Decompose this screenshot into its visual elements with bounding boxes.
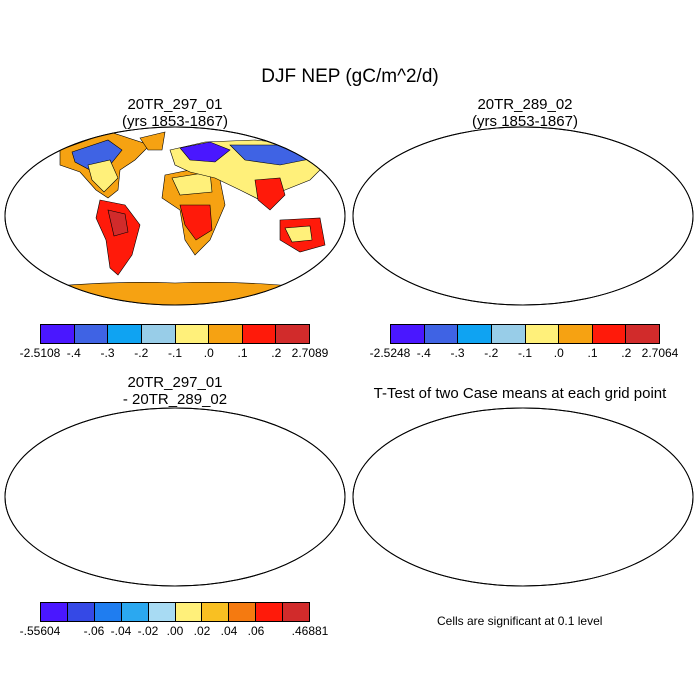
colorbar-3-tick-label: -.02 <box>137 624 159 638</box>
panel1-title-line1: 20TR_297_01 <box>127 96 223 113</box>
panel1-title: 20TR_297_01 (yrs 1853-1867) <box>60 96 290 130</box>
colorbar-3-swatch <box>175 603 203 621</box>
colorbar-2-swatch <box>559 325 593 343</box>
colorbar-3-tick-label: .06 <box>247 624 265 638</box>
colorbar-1-tick-label: -2.5108 <box>19 346 61 360</box>
colorbar-2-swatch <box>626 325 659 343</box>
colorbar-2-tick-label: .2 <box>621 346 632 360</box>
colorbar-1-swatch <box>141 325 176 343</box>
colorbar-3-tick-label: -.06 <box>83 624 105 638</box>
colorbar-3-swatch <box>148 603 176 621</box>
colorbar-2-swatch <box>592 325 627 343</box>
colorbar-2-tick-label: -.1 <box>517 346 533 360</box>
figure-title: DJF NEP (gC/m^2/d) <box>261 66 439 87</box>
colorbar-1-swatch <box>276 325 309 343</box>
colorbar-3 <box>40 602 310 622</box>
panel3-title-line2: - 20TR_289_02 <box>122 391 228 408</box>
colorbar-1-tick-label: .1 <box>237 346 248 360</box>
colorbar-2-swatch <box>391 325 425 343</box>
colorbar-2-tick-label: -.2 <box>484 346 499 360</box>
panel2-title-line1: 20TR_289_02 <box>477 96 573 113</box>
colorbar-1-tick-label: -.4 <box>66 346 81 360</box>
colorbar-1-tick-label: -.3 <box>100 346 115 360</box>
colorbar-1-tick-label: 2.7089 <box>291 346 329 360</box>
colorbar-2-tick-label: .1 <box>587 346 598 360</box>
colorbar-1-tick-label: -.2 <box>134 346 149 360</box>
colorbar-3-swatch <box>202 603 230 621</box>
colorbar-2 <box>390 324 660 344</box>
panel3-title: 20TR_297_01 - 20TR_289_02 <box>60 374 290 408</box>
colorbar-1-tick-label: -.1 <box>167 346 183 360</box>
colorbar-2-tick-label: 2.7064 <box>641 346 679 360</box>
colorbar-3-tick-label: .04 <box>220 624 238 638</box>
colorbar-2-swatch <box>525 325 560 343</box>
colorbar-2-swatch <box>491 325 526 343</box>
colorbar-1-swatch <box>209 325 243 343</box>
colorbar-2-tick-label: .0 <box>553 346 564 360</box>
significance-note: Cells are significant at 0.1 level <box>437 614 603 628</box>
colorbar-1-swatch <box>175 325 210 343</box>
colorbar-2-tick-label: -.3 <box>450 346 465 360</box>
colorbar-3-tick-label: -.04 <box>110 624 132 638</box>
colorbar-3-tick-label: .00 <box>166 624 184 638</box>
colorbar-2-labels: -2.5248 -.4 -.3 -.2 -.1 .0 .1 .2 2.7064 <box>370 346 679 362</box>
colorbar-3-tick-label: .02 <box>193 624 211 638</box>
panel1-title-line2: (yrs 1853-1867) <box>122 113 228 130</box>
colorbar-3-swatch <box>283 603 310 621</box>
panel4-title-line1: T-Test of two Case means at each grid po… <box>373 385 667 402</box>
colorbar-2-swatch <box>458 325 492 343</box>
colorbar-1-tick-label: .2 <box>271 346 282 360</box>
colorbar-1-swatch <box>242 325 277 343</box>
panel2-title: 20TR_289_02 (yrs 1853-1867) <box>410 96 640 130</box>
colorbar-1-swatch <box>41 325 75 343</box>
colorbar-1 <box>40 324 310 344</box>
panel3-title-line1: 20TR_297_01 <box>127 374 223 391</box>
colorbar-1-labels: -2.5108 -.4 -.3 -.2 -.1 .0 .1 .2 2.7089 <box>20 346 329 362</box>
colorbar-1-swatch <box>74 325 109 343</box>
colorbar-3-tick-label: -.55604 <box>19 624 61 638</box>
panel2-title-line2: (yrs 1853-1867) <box>472 113 578 130</box>
colorbar-1-tick-label: .0 <box>203 346 214 360</box>
colorbar-3-swatch <box>256 603 284 621</box>
colorbar-1-swatch <box>108 325 142 343</box>
colorbar-3-swatch <box>41 603 68 621</box>
colorbar-3-swatch <box>94 603 122 621</box>
colorbar-3-tick-label: .46881 <box>291 624 329 638</box>
colorbar-2-tick-label: -.4 <box>416 346 431 360</box>
colorbar-3-swatch <box>121 603 149 621</box>
colorbar-3-swatch <box>229 603 257 621</box>
colorbar-2-swatch <box>424 325 459 343</box>
colorbar-2-tick-label: -2.5248 <box>369 346 411 360</box>
colorbar-3-swatch <box>67 603 95 621</box>
panel4-title: T-Test of two Case means at each grid po… <box>350 385 690 402</box>
colorbar-3-labels: -.55604 -.06 -.04 -.02 .00 .02 .04 .06 .46881 <box>20 624 329 640</box>
